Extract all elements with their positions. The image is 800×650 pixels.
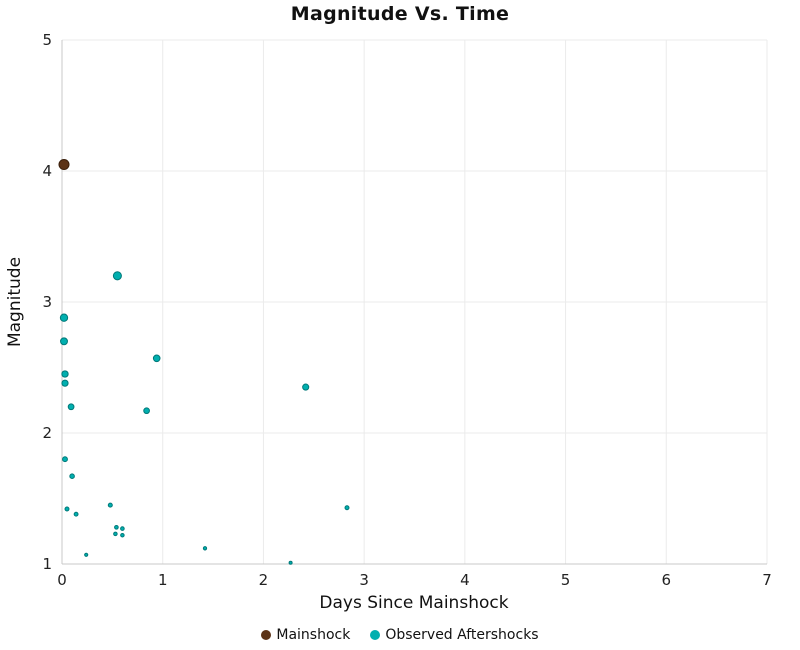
axis-lines-layer (61, 40, 767, 565)
data-point-observed-aftershocks (107, 502, 113, 508)
data-point-observed-aftershocks (62, 456, 68, 463)
data-point-observed-aftershocks (120, 526, 125, 531)
gridlines-layer (61, 39, 768, 565)
data-point-observed-aftershocks (120, 532, 125, 538)
data-point-observed-aftershocks (69, 473, 75, 479)
data-point-observed-aftershocks (344, 505, 350, 511)
y-tick-label: 1 (42, 555, 52, 573)
data-point-observed-aftershocks (113, 531, 118, 537)
data-point-observed-aftershocks (202, 546, 208, 551)
legend-label: Mainshock (276, 627, 351, 643)
data-point-observed-aftershocks (61, 379, 69, 387)
chart-legend: Mainshock Observed Aftershocks (0, 627, 800, 643)
data-point-observed-aftershocks (64, 506, 70, 512)
x-tick-label: 4 (460, 571, 470, 589)
legend-dot-icon (370, 630, 381, 640)
data-point-observed-aftershocks (143, 407, 150, 415)
legend-item-observed-aftershocks: Observed Aftershocks (370, 627, 539, 643)
x-tick-label: 0 (57, 571, 67, 589)
legend-item-mainshock: Mainshock (261, 627, 350, 643)
y-tick-label: 5 (42, 31, 52, 49)
y-axis-title: Magnitude (5, 257, 25, 347)
chart-title: Magnitude Vs. Time (290, 3, 510, 25)
data-point-observed-aftershocks (60, 337, 68, 346)
x-tick-label: 5 (561, 571, 571, 589)
x-tick-label: 1 (158, 571, 168, 589)
x-tick-label: 2 (259, 571, 269, 589)
data-point-observed-aftershocks (61, 370, 69, 378)
data-point-observed-aftershocks (152, 354, 161, 363)
data-point-observed-aftershocks (59, 313, 69, 322)
data-point-observed-aftershocks (302, 383, 310, 391)
data-point-observed-aftershocks (112, 271, 122, 281)
data-point-mainshock (58, 158, 70, 171)
y-tick-label: 3 (42, 293, 52, 311)
y-tick-label: 4 (42, 162, 52, 180)
y-tick-label: 2 (42, 424, 52, 442)
legend-label: Observed Aftershocks (385, 627, 539, 643)
data-point-observed-aftershocks (67, 403, 75, 411)
x-tick-label: 3 (359, 571, 369, 589)
points-layer (58, 158, 350, 565)
x-axis-title: Days Since Mainshock (319, 593, 508, 613)
x-tick-label: 7 (762, 571, 772, 589)
data-point-observed-aftershocks (73, 511, 79, 517)
legend-dot-icon (261, 630, 272, 640)
data-point-observed-aftershocks (288, 560, 293, 565)
data-point-observed-aftershocks (84, 552, 89, 557)
data-point-observed-aftershocks (114, 524, 119, 530)
x-tick-label: 6 (662, 571, 672, 589)
